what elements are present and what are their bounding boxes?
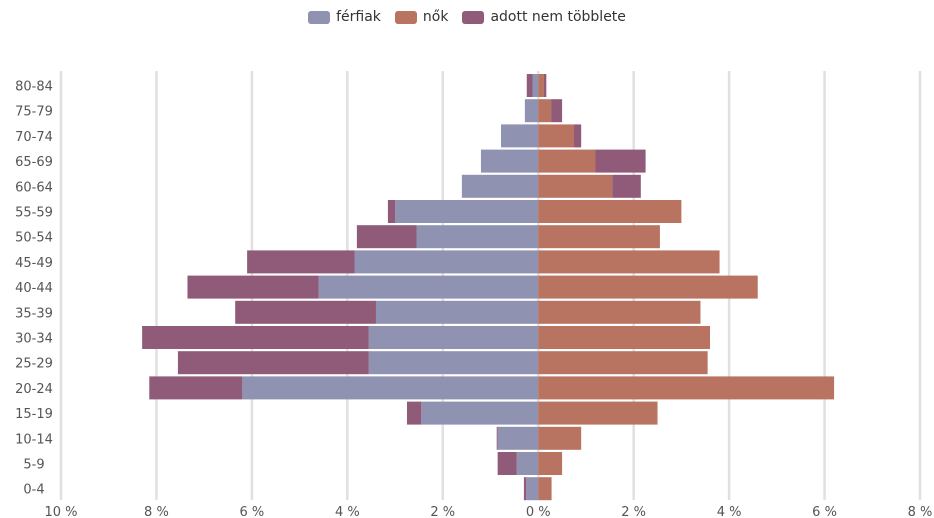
bar-men [368, 351, 539, 375]
bar-men [368, 326, 539, 349]
x-tick-label: 10 % [44, 505, 77, 518]
x-tick-label: 8 % [908, 505, 933, 518]
legend: férfiak nők adott nem többlete [0, 9, 934, 25]
y-tick-label: 0-4 [23, 483, 44, 498]
bar-men [497, 426, 539, 450]
legend-swatch-surplus [462, 10, 485, 24]
y-tick-label: 65-69 [15, 155, 53, 170]
bar-surplus [247, 250, 355, 274]
bar-women [538, 300, 701, 324]
y-tick-label: 40-44 [15, 281, 53, 296]
y-tick-label: 45-49 [15, 256, 53, 271]
y-tick-label: 5-9 [23, 458, 44, 473]
y-tick-label: 35-39 [15, 306, 53, 321]
bar-men [421, 401, 539, 425]
bar-surplus [595, 149, 646, 173]
bar-surplus [187, 275, 319, 299]
bar-surplus [612, 174, 641, 198]
y-tick-label: 55-59 [15, 206, 53, 221]
legend-label-women: nők [422, 9, 449, 25]
bar-surplus [406, 401, 422, 425]
legend-item-surplus[interactable]: adott nem többlete [462, 9, 626, 25]
bar-surplus [177, 351, 369, 375]
y-tick-label: 30-34 [15, 332, 53, 347]
bar-surplus [543, 74, 547, 97]
x-tick-label: 6 % [812, 505, 837, 518]
bar-women [538, 351, 708, 375]
bar-women [538, 376, 835, 400]
bar-women [538, 225, 660, 249]
y-axis-labels: 0-4 5-9 10-14 15-19 20-24 25-29 30-34 35-39 40-4… [15, 80, 53, 498]
x-tick-label: 8 % [144, 505, 169, 518]
y-tick-label: 20-24 [15, 382, 53, 397]
bar-men [375, 300, 539, 324]
bar-women [538, 477, 552, 501]
bar-men [416, 225, 539, 249]
x-tick-label: 4 % [335, 505, 360, 518]
bar-men [526, 477, 539, 501]
bar-men [318, 275, 539, 299]
y-tick-label: 80-84 [15, 80, 53, 95]
bar-women [538, 401, 658, 425]
bar-men [461, 174, 539, 198]
y-tick-label: 60-64 [15, 180, 53, 195]
bars [142, 74, 835, 501]
bar-men [395, 200, 539, 223]
legend-label-men: férfiak [336, 9, 381, 25]
bar-men [532, 74, 539, 97]
legend-swatch-women [394, 10, 417, 24]
bar-surplus [551, 99, 563, 123]
legend-swatch-men [308, 10, 331, 24]
y-tick-label: 25-29 [15, 357, 53, 372]
bar-men [524, 99, 539, 123]
bar-surplus [235, 300, 376, 324]
y-tick-label: 70-74 [15, 130, 53, 145]
y-tick-label: 10-14 [15, 432, 53, 447]
bar-women [538, 99, 552, 123]
legend-item-men[interactable]: férfiak [308, 9, 381, 25]
bar-surplus [523, 477, 527, 501]
y-tick-label: 75-79 [15, 105, 53, 120]
bar-surplus [496, 426, 498, 450]
bar-men [242, 376, 539, 400]
bar-women [538, 174, 613, 198]
x-tick-label: 0 % [526, 505, 551, 518]
legend-item-women[interactable]: nők [394, 9, 449, 25]
bar-surplus [142, 326, 369, 349]
x-tick-label: 2 % [430, 505, 455, 518]
x-tick-label: 4 % [717, 505, 742, 518]
bar-men [480, 149, 539, 173]
bar-women [538, 426, 582, 450]
bar-women [538, 250, 720, 274]
bar-women [538, 326, 711, 349]
x-tick-label: 6 % [240, 505, 265, 518]
x-tick-label: 2 % [621, 505, 646, 518]
bar-women [538, 275, 758, 299]
legend-label-surplus: adott nem többlete [490, 9, 626, 25]
bar-men [354, 250, 539, 274]
y-tick-label: 15-19 [15, 407, 53, 422]
bar-women [538, 200, 682, 223]
bar-surplus [497, 452, 517, 475]
x-axis-labels: 10 % 8 % 6 % 4 % 2 % 0 % 2 % 4 % 6 % 8 % [44, 505, 932, 518]
bar-surplus [387, 200, 396, 223]
bar-women [538, 124, 575, 148]
bar-surplus [526, 74, 533, 97]
bar-surplus [356, 225, 417, 249]
bar-surplus [149, 376, 243, 400]
y-tick-label: 50-54 [15, 231, 53, 246]
bar-men [516, 452, 539, 475]
bar-women [538, 74, 544, 97]
bar-men [500, 124, 539, 148]
bar-women [538, 149, 596, 173]
bar-women [538, 452, 563, 475]
bar-surplus [574, 124, 582, 148]
